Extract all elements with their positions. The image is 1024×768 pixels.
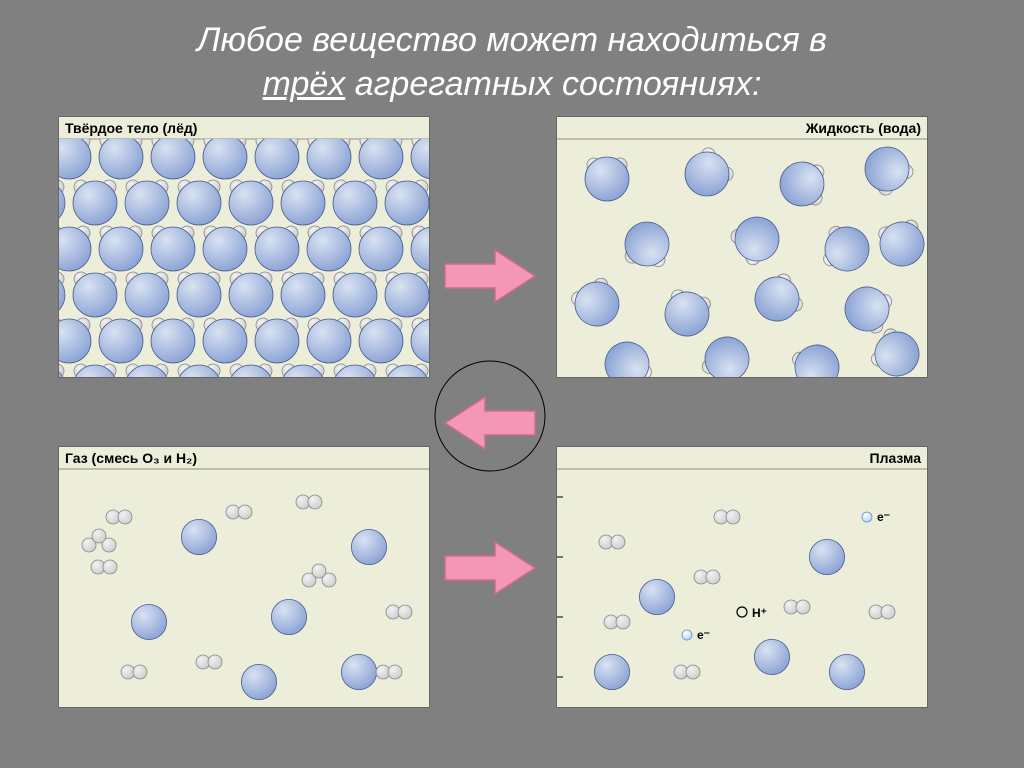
- gas-svg: [59, 447, 429, 707]
- svg-text:H⁺: H⁺: [752, 606, 767, 620]
- title-line1: Любое вещество может находиться в: [197, 21, 827, 59]
- plasma-svg: e⁻ e⁻ H⁺: [557, 447, 927, 707]
- panel-solid-label: Твёрдое тело (лёд): [65, 120, 197, 136]
- title-underlined: трёх: [263, 65, 346, 103]
- panel-liquid-label: Жидкость (вода): [806, 120, 921, 136]
- title-line2-rest: агрегатных состояниях:: [345, 65, 761, 103]
- arrow-solid-to-liquid: [440, 244, 540, 308]
- arrow-liquid-to-gas: [440, 391, 540, 455]
- panel-gas-label: Газ (смесь O₃ и H₂): [65, 450, 197, 466]
- panel-plasma-label: Плазма: [870, 450, 921, 466]
- svg-text:e⁻: e⁻: [697, 628, 710, 642]
- svg-text:e⁻: e⁻: [877, 510, 890, 524]
- diagram-area: Твёрдое тело (лёд) Жидкость (вода) Газ (…: [0, 116, 1024, 736]
- arrow-gas-to-plasma: [440, 536, 540, 600]
- panel-gas: Газ (смесь O₃ и H₂): [58, 446, 430, 708]
- panel-liquid: Жидкость (вода): [556, 116, 928, 378]
- page-title: Любое вещество может находиться в трёх а…: [0, 0, 1024, 106]
- panel-solid: Твёрдое тело (лёд): [58, 116, 430, 378]
- liquid-svg: [557, 117, 927, 377]
- solid-svg: [59, 117, 429, 377]
- panel-plasma: Плазма e⁻ e⁻ H⁺: [556, 446, 928, 708]
